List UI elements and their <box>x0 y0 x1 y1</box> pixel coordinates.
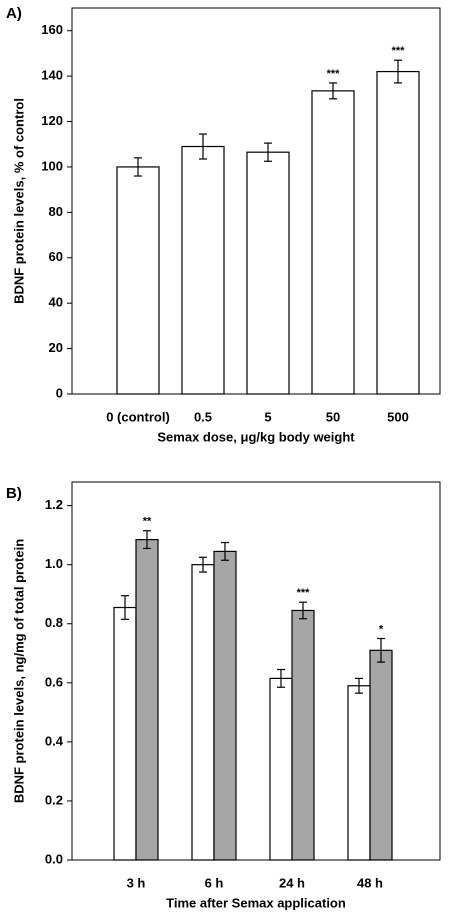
bar <box>311 90 355 395</box>
x-tick-label: 48 h <box>357 875 383 890</box>
error-bar <box>134 157 142 177</box>
bar <box>347 685 371 861</box>
y-tick-label: 140 <box>41 68 63 83</box>
y-tick-label: 80 <box>49 204 63 219</box>
bar <box>116 166 160 395</box>
significance-label: ** <box>143 516 152 528</box>
x-tick-label: 5 <box>264 409 271 424</box>
x-axis-label: Semax dose, μg/kg body weight <box>157 429 355 444</box>
bar <box>291 609 315 861</box>
y-tick-label: 1.2 <box>45 497 63 512</box>
error-bar <box>329 82 337 100</box>
y-tick-label: 0.0 <box>45 851 63 866</box>
x-tick-label: 6 h <box>205 875 224 890</box>
error-bar <box>221 541 229 561</box>
y-tick-label: 0 <box>56 385 63 400</box>
x-tick-label: 0 (control) <box>106 409 170 424</box>
x-axis-label: Time after Semax application <box>166 895 346 910</box>
x-tick-label: 50 <box>326 409 340 424</box>
error-bar <box>355 677 363 694</box>
y-axis-label: BDNF protein levels, ng/mg of total prot… <box>11 539 26 803</box>
y-tick-label: 0.8 <box>45 615 63 630</box>
y-tick-label: 60 <box>49 249 63 264</box>
x-tick-label: 24 h <box>279 875 305 890</box>
y-tick-label: 120 <box>41 113 63 128</box>
error-bar <box>299 601 307 620</box>
y-tick-label: 160 <box>41 22 63 37</box>
error-bar <box>143 530 151 550</box>
error-bar <box>394 59 402 84</box>
y-axis-label: BDNF protein levels, % of control <box>11 98 26 304</box>
panel-label: A) <box>6 5 22 22</box>
y-tick-label: 20 <box>49 340 63 355</box>
error-bar <box>199 556 207 573</box>
x-tick-label: 0.5 <box>194 409 212 424</box>
significance-label: *** <box>392 45 406 57</box>
y-tick-label: 40 <box>49 295 63 310</box>
bar <box>376 70 420 395</box>
bar <box>213 550 237 861</box>
error-bar <box>121 595 129 620</box>
error-bar <box>277 668 285 688</box>
error-bar <box>199 133 207 160</box>
panel-label: B) <box>6 485 22 502</box>
bar <box>135 538 159 861</box>
x-tick-label: 3 h <box>127 875 146 890</box>
plot-frame <box>71 481 441 861</box>
error-bar <box>377 637 385 663</box>
y-tick-label: 0.6 <box>45 674 63 689</box>
bar <box>246 151 290 395</box>
error-bar <box>264 142 272 162</box>
bar <box>113 606 137 861</box>
bar <box>181 145 225 395</box>
significance-label: *** <box>327 68 341 80</box>
x-tick-label: 500 <box>387 409 409 424</box>
significance-label: *** <box>297 587 311 599</box>
y-tick-label: 0.2 <box>45 792 63 807</box>
bar <box>269 677 293 861</box>
bar <box>191 564 215 861</box>
bar <box>369 649 393 861</box>
y-tick-label: 100 <box>41 158 63 173</box>
significance-label: * <box>379 623 384 635</box>
y-tick-label: 0.4 <box>45 733 64 748</box>
y-tick-label: 1.0 <box>45 556 63 571</box>
